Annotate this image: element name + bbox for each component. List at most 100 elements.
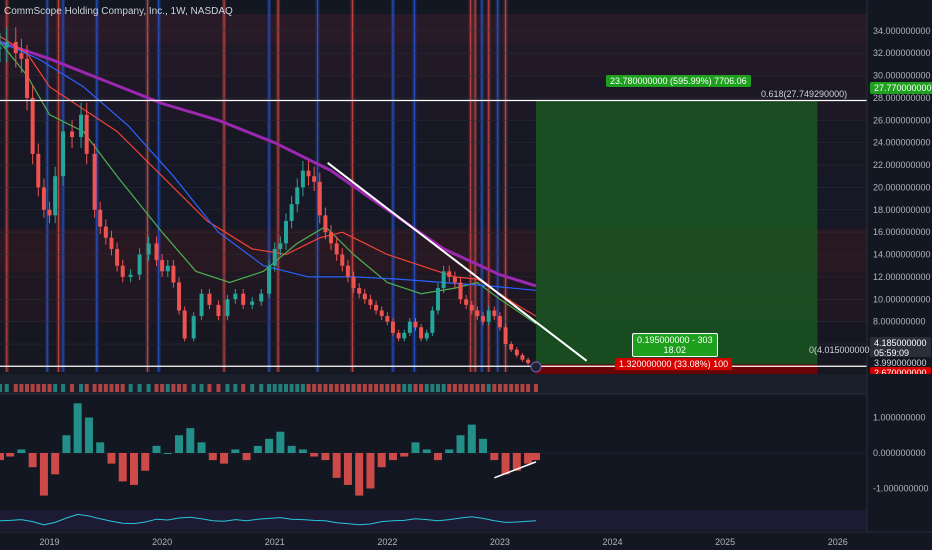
- macd-bar: [377, 453, 386, 468]
- volume-bar: [165, 384, 170, 392]
- price-candle: [84, 114, 89, 154]
- price-candle: [312, 176, 317, 182]
- volume-bar: [98, 384, 103, 392]
- entry-label-size: 0.195000000 - 303: [637, 335, 713, 345]
- price-candle: [390, 321, 395, 333]
- price-candle: [259, 293, 264, 302]
- volume-bar: [272, 384, 277, 392]
- volume-bar: [300, 384, 305, 392]
- macd-bar: [242, 453, 251, 461]
- macd-bar: [400, 453, 409, 457]
- macd-bar: [332, 453, 341, 478]
- price-candle: [171, 265, 176, 283]
- volume-bar: [329, 384, 334, 392]
- volume-bar: [0, 384, 2, 392]
- volume-bar: [79, 384, 84, 392]
- volume-bar: [492, 384, 497, 392]
- price-candle: [424, 332, 429, 339]
- price-candle: [374, 304, 379, 311]
- volume-bar: [216, 384, 221, 392]
- volume-bar: [317, 384, 322, 392]
- price-tick-label: 8.000000000: [873, 317, 926, 327]
- price-candle: [182, 310, 187, 339]
- price-candle: [340, 254, 345, 266]
- price-candle: [25, 58, 30, 98]
- price-tick-label: 30.000000000: [873, 71, 931, 81]
- macd-bar: [445, 449, 454, 453]
- macd-bar: [129, 453, 138, 485]
- stop-label: 1.320000000 (33.08%) 100: [615, 358, 733, 370]
- macd-bar: [0, 453, 4, 461]
- macd-bar: [175, 435, 184, 453]
- macd-bar: [501, 453, 510, 475]
- price-candle: [509, 344, 514, 350]
- bar-countdown: 05:59:09: [874, 348, 910, 358]
- macd-bar: [434, 453, 443, 461]
- price-candle: [385, 316, 390, 322]
- volume-bar: [233, 384, 238, 392]
- price-candle: [13, 41, 18, 54]
- volume-bar: [464, 384, 469, 392]
- price-candle: [128, 274, 133, 277]
- price-candle: [514, 349, 519, 356]
- price-candle: [267, 265, 272, 294]
- price-tick-label: 28.000000000: [873, 93, 931, 103]
- fib-top-label: 0.618(27.749290000): [761, 89, 848, 99]
- macd-bar: [388, 453, 397, 461]
- volume-bar: [312, 384, 317, 392]
- volume-bar: [503, 384, 508, 392]
- chart-title: CommScope Holding Company, Inc., 1W, NAS…: [4, 6, 233, 17]
- macd-bar: [73, 403, 82, 453]
- volume-bar: [441, 384, 446, 392]
- macd-bar: [479, 438, 488, 453]
- price-candle: [345, 265, 350, 277]
- time-axis: 2019 2020 2021 2022 2023 2024 2025 2026: [0, 531, 932, 547]
- volume-bar: [70, 384, 75, 392]
- volume-bar: [241, 384, 246, 392]
- price-candle: [207, 293, 212, 305]
- fib-bottom-label: 0(4.015000000): [809, 345, 873, 355]
- oscillator-panel: [0, 510, 867, 530]
- time-tick-label: 2024: [603, 537, 623, 547]
- price-candle: [53, 176, 58, 216]
- price-candle: [115, 248, 120, 266]
- volume-bar: [447, 384, 452, 392]
- macd-bar: [39, 453, 48, 496]
- macd-bar: [118, 453, 127, 482]
- price-candle: [92, 153, 97, 210]
- price-candle: [503, 327, 508, 345]
- macd-bar: [512, 453, 521, 471]
- volume-bar: [160, 384, 165, 392]
- volume-bar: [374, 384, 379, 392]
- price-candle: [70, 131, 75, 138]
- macd-bar: [51, 453, 60, 475]
- macd-bar: [298, 449, 307, 453]
- volume-bar: [199, 384, 204, 392]
- target-label: 23.780000000 (595.99%) 7706.06: [606, 75, 751, 87]
- volume-bar: [109, 384, 114, 392]
- price-candle: [402, 332, 407, 339]
- price-tag-target: 27.770000000: [870, 82, 932, 94]
- macd-bar: [208, 453, 217, 461]
- volume-bar: [92, 384, 97, 392]
- price-candle: [177, 282, 182, 311]
- macd-tick-label: -1.000000000: [873, 483, 929, 493]
- macd-bar: [107, 453, 116, 464]
- macd-bar: [17, 449, 26, 453]
- price-candle: [41, 187, 46, 210]
- price-candle: [300, 170, 305, 188]
- price-candle: [323, 215, 328, 233]
- volume-bar: [419, 384, 424, 392]
- macd-panel: [0, 403, 867, 496]
- volume-bar: [514, 384, 519, 392]
- macd-bar: [152, 445, 161, 453]
- price-candle: [47, 209, 52, 216]
- price-candle: [396, 332, 401, 339]
- price-tick-label: 12.000000000: [873, 272, 931, 282]
- price-candle: [379, 310, 384, 317]
- price-candle: [430, 310, 435, 333]
- macd-bar: [355, 453, 364, 496]
- volume-bar: [413, 384, 418, 392]
